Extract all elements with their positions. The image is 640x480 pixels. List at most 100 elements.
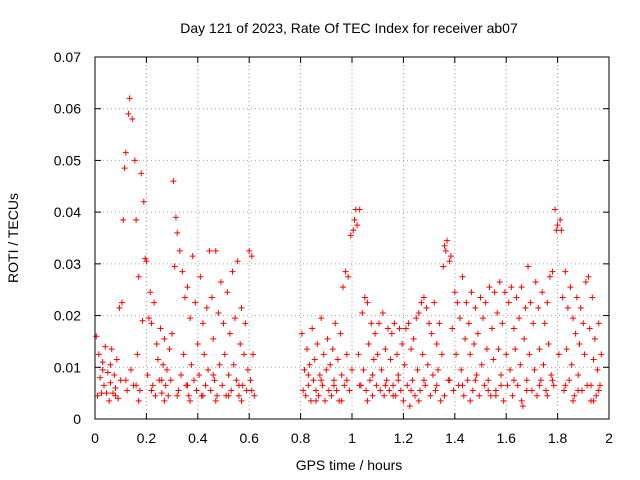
- data-point: [345, 273, 352, 280]
- data-point: [248, 253, 255, 260]
- data-point: [158, 390, 165, 397]
- data-point: [523, 377, 530, 384]
- data-point: [549, 377, 556, 384]
- data-point: [163, 366, 170, 373]
- data-point: [374, 351, 381, 358]
- data-point: [564, 304, 571, 311]
- data-point: [120, 216, 127, 223]
- data-point: [140, 198, 147, 205]
- data-point: [323, 366, 330, 373]
- data-point: [93, 333, 100, 340]
- data-point: [319, 382, 326, 389]
- x-tick-label: 1.6: [496, 430, 516, 446]
- y-tick-label: 0.05: [54, 152, 81, 168]
- data-point: [216, 361, 223, 368]
- data-point: [487, 392, 494, 399]
- data-point: [432, 387, 439, 394]
- data-point: [438, 351, 445, 358]
- data-point: [167, 377, 174, 384]
- data-point: [557, 216, 564, 223]
- data-point: [424, 361, 431, 368]
- data-point: [233, 377, 240, 384]
- data-point: [471, 341, 478, 348]
- data-point: [157, 325, 164, 332]
- data-point: [99, 359, 106, 366]
- data-point: [143, 258, 150, 265]
- data-point: [338, 372, 345, 379]
- data-point: [590, 397, 597, 404]
- data-point: [199, 392, 206, 399]
- data-point: [541, 320, 548, 327]
- data-point: [577, 304, 584, 311]
- data-point: [504, 382, 511, 389]
- data-point: [576, 341, 583, 348]
- data-point: [230, 361, 237, 368]
- data-point: [507, 366, 514, 373]
- data-point: [242, 320, 249, 327]
- data-point: [546, 273, 553, 280]
- data-point: [472, 304, 479, 311]
- data-point: [235, 392, 242, 399]
- data-point: [586, 325, 593, 332]
- data-point: [446, 258, 453, 265]
- data-point: [224, 289, 231, 296]
- data-point: [495, 346, 502, 353]
- y-tick-label: 0.01: [54, 359, 81, 375]
- data-point: [314, 341, 321, 348]
- data-point: [536, 346, 543, 353]
- data-point: [449, 325, 456, 332]
- data-point: [442, 247, 449, 254]
- data-point: [387, 356, 394, 363]
- y-tick-label: 0.02: [54, 308, 81, 324]
- data-point: [226, 330, 233, 337]
- data-point: [322, 397, 329, 404]
- data-point: [305, 372, 312, 379]
- data-point: [300, 387, 307, 394]
- data-point: [467, 351, 474, 358]
- data-point: [548, 372, 555, 379]
- data-point: [369, 392, 376, 399]
- data-point: [210, 335, 217, 342]
- data-point: [109, 390, 116, 397]
- data-point: [125, 110, 132, 117]
- data-point: [108, 346, 115, 353]
- data-point: [184, 284, 191, 291]
- data-point: [527, 299, 534, 306]
- data-point: [361, 294, 368, 301]
- data-point: [431, 299, 438, 306]
- data-point: [518, 397, 525, 404]
- data-point: [386, 387, 393, 394]
- data-point: [582, 278, 589, 285]
- data-point: [219, 382, 226, 389]
- data-point: [102, 343, 109, 350]
- data-point: [594, 366, 601, 373]
- data-point: [237, 341, 244, 348]
- data-point: [214, 392, 221, 399]
- data-point: [112, 384, 119, 391]
- data-point: [174, 229, 181, 236]
- data-point: [476, 392, 483, 399]
- data-point: [598, 351, 605, 358]
- data-point: [454, 299, 461, 306]
- data-point: [501, 289, 508, 296]
- data-point: [185, 392, 192, 399]
- data-point: [225, 392, 232, 399]
- x-tick-label: 1.8: [548, 430, 568, 446]
- data-point: [489, 325, 496, 332]
- data-point: [522, 304, 529, 311]
- data-point: [221, 351, 228, 358]
- data-point: [229, 268, 236, 275]
- data-point: [436, 320, 443, 327]
- data-point: [492, 392, 499, 399]
- data-point: [429, 372, 436, 379]
- data-point: [494, 309, 501, 316]
- data-point: [121, 165, 128, 172]
- data-point: [152, 392, 159, 399]
- y-tick-label: 0.06: [54, 101, 81, 117]
- data-point: [122, 149, 129, 156]
- data-point: [220, 320, 227, 327]
- data-point: [391, 320, 398, 327]
- data-point: [354, 222, 361, 229]
- x-tick-label: 0.8: [291, 430, 311, 446]
- data-point: [234, 258, 241, 265]
